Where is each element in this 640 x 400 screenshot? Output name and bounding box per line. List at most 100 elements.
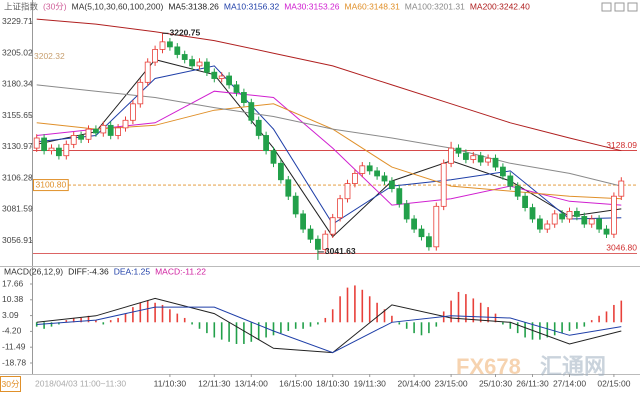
candle-body [477,155,484,163]
macd-bar [109,320,112,323]
legend-entry: MACD(26,12,9) [4,266,63,276]
macd-bar [487,307,489,323]
legend-entry: 上证指数 [4,1,39,11]
candle-body [159,41,166,50]
candle-body [115,127,121,136]
annotation-label: 3041.63 [325,246,356,256]
candle-body [292,195,299,215]
x-tick-label: 27/14:00 [553,378,586,388]
candle-body [374,170,381,177]
candle-body [537,218,543,230]
candle-body [574,210,580,217]
macd-bar [154,302,156,323]
candle-body [322,233,329,250]
legend-entry: MACD:-11.22 [155,266,206,276]
x-tick-label: 02/15:00 [597,378,630,388]
candle-body [499,166,506,177]
x-tick-label: 16/15:00 [279,378,312,388]
candle-body [70,135,77,145]
macd-bar [43,322,45,329]
macd-bar [280,322,282,334]
macd-bar [176,313,179,323]
macd-bar [502,322,504,325]
icon[interactable] [614,2,625,12]
candle-body [56,147,62,157]
candle-body [300,213,307,230]
legend-entry: MA5:3138.26 [168,1,219,11]
candle-body [359,165,366,174]
x-tick-label: 26/11:30 [516,378,549,388]
macd-bar [435,322,438,327]
candle-body [100,124,107,134]
candle-body [455,147,462,154]
watermark: FX678 [456,354,521,379]
candle-body [366,165,373,172]
macd-bar [361,289,364,323]
macd-bar [398,322,401,325]
x-tick-label: 23/15:00 [435,378,468,388]
y-tick-label: 3155.65 [2,110,33,120]
candle-body [588,218,595,225]
watermark: 汇通网 [540,354,606,379]
candle-body [203,61,210,73]
macd-bar [428,322,430,334]
candle-body [544,223,551,230]
candle-body [307,228,314,240]
icon[interactable] [627,2,638,12]
y-tick-label: 3.09 [2,310,19,320]
candle-body [425,236,432,248]
macd-bar [339,296,341,323]
macd-bar [590,320,593,323]
macd-bar [613,304,615,323]
macd-bar [80,317,82,323]
candle-body [551,213,558,225]
candle-body [344,183,351,200]
candle-body [433,205,440,248]
legend-entry: DEA:1.25 [114,266,151,276]
macd-bar [317,322,319,325]
candle-body [63,143,70,157]
macd-bar [450,300,452,323]
macd-bar [117,317,119,323]
period-tab[interactable] [0,376,21,392]
macd-bar [479,302,482,323]
candle-body [285,179,292,197]
candle-body [181,54,188,60]
candle-body [403,203,410,220]
legend-entry: DIFF:-4.36 [68,266,109,276]
candle-body [566,210,573,220]
candle-body [211,71,218,79]
icon[interactable] [601,2,612,12]
candle-body [240,92,247,103]
macd-bar [65,320,68,323]
candle-body [152,49,159,63]
indicator-line [36,90,622,206]
macd-bar [576,322,578,329]
candle-body [196,61,203,67]
macd-bar [161,304,164,323]
macd-bar [598,315,600,323]
macd-bar [346,287,349,323]
y-tick-label: 3081.59 [2,204,33,214]
candle-body [248,102,255,121]
x-tick-label: 12/11:30 [198,378,231,388]
reference-label: 3128.09 [606,140,637,150]
candle-body [388,180,395,190]
period-tab-label[interactable]: 30分 [2,379,20,389]
toolbar-icons[interactable] [601,2,638,12]
reference-label: 3100.80 [36,179,67,189]
candle-body [33,137,40,149]
macd-bar [539,322,541,340]
candle-body [78,135,84,140]
candle-body [418,228,425,238]
candle-body [277,162,284,181]
macd-bar [561,322,563,334]
macd-bar [494,313,497,323]
macd-bar [257,322,260,340]
macd-bar [368,296,371,323]
y-tick-label: 3130.97 [2,141,33,151]
candle-body [507,175,514,187]
macd-bar [102,322,105,325]
macd-bar [169,309,171,323]
